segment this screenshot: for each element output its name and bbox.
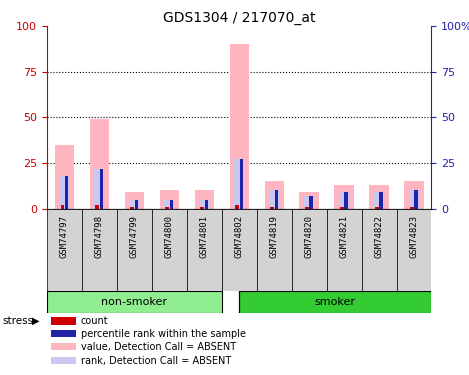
FancyBboxPatch shape [152, 209, 187, 291]
Text: GSM74797: GSM74797 [60, 215, 69, 258]
FancyBboxPatch shape [362, 209, 396, 291]
FancyBboxPatch shape [239, 291, 431, 313]
Bar [166, 207, 169, 209]
Bar [270, 207, 274, 209]
Text: percentile rank within the sample: percentile rank within the sample [81, 328, 246, 339]
Bar [340, 207, 344, 209]
Bar [305, 207, 309, 209]
Bar [195, 190, 214, 209]
Bar [410, 207, 414, 209]
FancyBboxPatch shape [326, 209, 362, 291]
Text: GSM74822: GSM74822 [375, 215, 384, 258]
Bar [51, 343, 76, 350]
Bar [404, 182, 424, 209]
Bar [274, 190, 278, 209]
Bar [65, 176, 68, 209]
Bar [130, 207, 134, 209]
Text: GSM74800: GSM74800 [165, 215, 174, 258]
Bar [300, 192, 319, 209]
Bar [90, 119, 109, 209]
Text: GSM74821: GSM74821 [340, 215, 348, 258]
Text: count: count [81, 316, 108, 326]
Bar [240, 159, 243, 209]
Text: GSM74798: GSM74798 [95, 215, 104, 258]
Bar [344, 192, 348, 209]
Text: smoker: smoker [315, 297, 356, 307]
Bar [125, 192, 144, 209]
Bar [375, 207, 378, 209]
Bar [129, 200, 139, 209]
Bar [374, 192, 384, 209]
Bar [199, 200, 209, 209]
Bar [51, 330, 76, 337]
Bar [204, 200, 208, 209]
Bar [234, 159, 244, 209]
FancyBboxPatch shape [47, 209, 82, 291]
Bar [334, 185, 354, 209]
FancyBboxPatch shape [257, 209, 292, 291]
Bar [304, 196, 314, 209]
Bar [310, 196, 313, 209]
Bar [379, 192, 383, 209]
Text: ▶: ▶ [32, 316, 39, 326]
Bar [55, 145, 74, 209]
Bar [265, 182, 284, 209]
Text: rank, Detection Call = ABSENT: rank, Detection Call = ABSENT [81, 356, 231, 366]
Text: non-smoker: non-smoker [101, 297, 167, 307]
Text: value, Detection Call = ABSENT: value, Detection Call = ABSENT [81, 342, 236, 352]
Bar [51, 317, 76, 324]
Bar [170, 200, 173, 209]
Text: GSM74799: GSM74799 [130, 215, 139, 258]
Bar [135, 200, 138, 209]
Bar [51, 357, 76, 364]
FancyBboxPatch shape [47, 291, 222, 313]
Text: GSM74802: GSM74802 [234, 215, 244, 258]
Text: GSM74801: GSM74801 [200, 215, 209, 258]
Bar [159, 190, 179, 209]
Bar [414, 190, 418, 209]
Text: GSM74820: GSM74820 [304, 215, 314, 258]
Text: GSM74823: GSM74823 [409, 215, 418, 258]
FancyBboxPatch shape [396, 209, 431, 291]
Text: stress: stress [2, 316, 33, 326]
Bar [96, 205, 99, 209]
Bar [269, 190, 279, 209]
Bar [61, 205, 64, 209]
FancyBboxPatch shape [187, 209, 222, 291]
Bar [200, 207, 204, 209]
FancyBboxPatch shape [82, 209, 117, 291]
Bar [60, 176, 69, 209]
Bar [339, 192, 349, 209]
FancyBboxPatch shape [292, 209, 326, 291]
Bar [100, 169, 103, 209]
Text: GSM74819: GSM74819 [270, 215, 279, 258]
Bar [370, 185, 389, 209]
Bar [94, 169, 104, 209]
FancyBboxPatch shape [117, 209, 152, 291]
FancyBboxPatch shape [222, 209, 257, 291]
Bar [409, 190, 419, 209]
Bar [229, 45, 249, 209]
Title: GDS1304 / 217070_at: GDS1304 / 217070_at [163, 11, 316, 25]
Bar [235, 205, 239, 209]
Bar [164, 200, 174, 209]
